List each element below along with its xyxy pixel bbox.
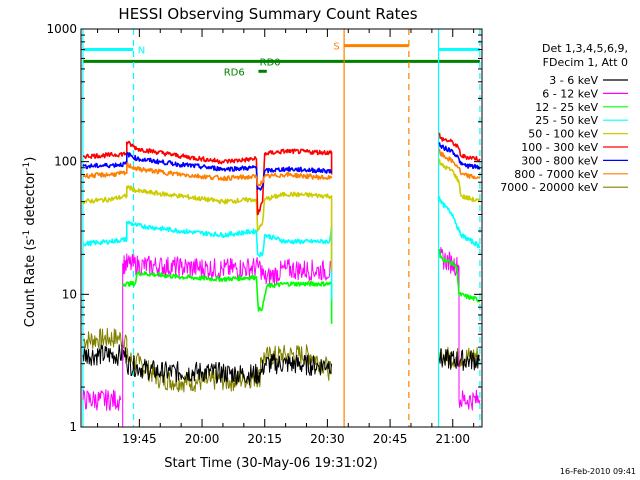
y-tick-label: 100 bbox=[54, 155, 77, 169]
legend-label: 12 - 25 keV bbox=[535, 101, 598, 114]
y-axis-label: Count Rate (s-1 detector-1) bbox=[22, 157, 38, 328]
legend: Det 1,3,4,5,6,9, FDecim 1, Att 0 3 - 6 k… bbox=[500, 42, 628, 194]
series-line-50-100-kev bbox=[438, 158, 481, 203]
series-line-6-12-kev bbox=[122, 253, 333, 427]
series-line-800-7000-kev bbox=[82, 162, 333, 187]
interval-label-rd0: RD0 bbox=[260, 57, 281, 68]
legend-header-line: FDecim 1, Att 0 bbox=[543, 56, 628, 69]
series-line-25-50-kev bbox=[438, 195, 481, 249]
legend-label: 7000 - 20000 keV bbox=[500, 181, 598, 194]
series-line-6-12-kev bbox=[82, 389, 122, 411]
interval-label-s: S bbox=[333, 42, 339, 53]
timestamp: 16-Feb-2010 09:41 bbox=[560, 467, 636, 476]
legend-label: 100 - 300 keV bbox=[521, 141, 598, 154]
series-line-3-6-kev bbox=[126, 353, 333, 386]
chart-title: HESSI Observing Summary Count Rates bbox=[118, 5, 417, 23]
y-axis-ticks: 1 10 100 1000 bbox=[46, 22, 482, 434]
legend-label: 6 - 12 keV bbox=[542, 87, 598, 100]
y-axis-label-exponent: -1 bbox=[22, 162, 32, 171]
legend-label: 800 - 7000 keV bbox=[514, 168, 598, 181]
y-axis-label-part: Count Rate (s bbox=[23, 239, 38, 328]
x-tick-label: 19:45 bbox=[122, 432, 157, 446]
legend-label: 300 - 800 keV bbox=[521, 154, 598, 167]
plot-frame bbox=[80, 28, 483, 428]
interval-label-n: N bbox=[138, 46, 145, 57]
series-line-6-12-kev bbox=[438, 246, 481, 411]
x-tick-label: 20:30 bbox=[310, 432, 345, 446]
series-line-25-50-kev bbox=[82, 220, 333, 301]
series-line-100-300-kev bbox=[82, 140, 333, 216]
series-line-300-800-kev bbox=[82, 152, 333, 191]
x-tick-label: 20:00 bbox=[185, 432, 220, 446]
interval-boundary-lines bbox=[82, 29, 481, 427]
legend-label: 25 - 50 keV bbox=[535, 114, 598, 127]
series-line-3-6-kev bbox=[438, 348, 481, 371]
y-tick-label: 1 bbox=[69, 420, 77, 434]
y-tick-label: 1000 bbox=[46, 22, 77, 36]
series-line-100-300-kev bbox=[438, 132, 481, 162]
y-axis-label-part: detector bbox=[23, 170, 38, 230]
series-line-12-25-kev bbox=[121, 270, 333, 324]
series-line-3-6-kev bbox=[82, 344, 128, 366]
legend-label: 50 - 100 keV bbox=[528, 128, 598, 141]
x-tick-label: 21:00 bbox=[435, 432, 470, 446]
legend-header-line: Det 1,3,4,5,6,9, bbox=[542, 42, 628, 55]
y-tick-label: 10 bbox=[62, 287, 77, 301]
series-line-50-100-kev bbox=[82, 185, 333, 271]
x-tick-label: 20:45 bbox=[373, 432, 408, 446]
x-axis-ticks: 19:45 20:00 20:15 20:30 20:45 21:00 bbox=[97, 29, 475, 446]
series-line-7000-20000-kev bbox=[82, 327, 333, 393]
interval-label-rd6: RD6 bbox=[224, 67, 245, 78]
y-axis-label-exponent: -1 bbox=[22, 230, 32, 239]
observing-intervals: N S RD0 RD6 bbox=[82, 42, 480, 78]
x-axis-label: Start Time (30-May-06 19:31:02) bbox=[164, 456, 378, 471]
y-axis-label-part: ) bbox=[23, 157, 38, 162]
series-line-300-800-kev bbox=[438, 142, 481, 170]
series-line-12-25-kev bbox=[438, 248, 481, 303]
series-line-800-7000-kev bbox=[438, 148, 481, 180]
count-rate-series bbox=[82, 132, 481, 427]
x-tick-label: 20:15 bbox=[247, 432, 282, 446]
legend-label: 3 - 6 keV bbox=[549, 74, 598, 87]
